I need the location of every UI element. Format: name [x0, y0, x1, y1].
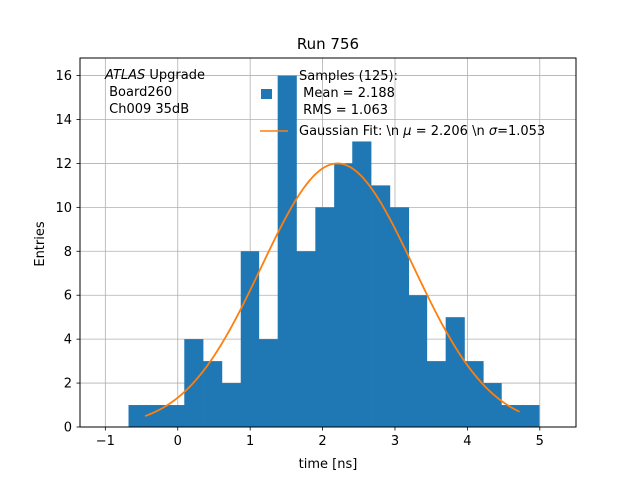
legend-histogram-line-1: Samples (125):: [299, 69, 398, 84]
y-tick-label: 16: [55, 69, 72, 84]
x-tick-label: 1: [246, 434, 254, 449]
annotation-atlas-word: ATLAS: [104, 68, 145, 83]
legend-histogram-swatch: [261, 89, 272, 99]
histogram-bar: [464, 361, 484, 427]
histogram-bar: [408, 295, 428, 427]
histogram-bar: [352, 141, 372, 427]
histogram-bar: [203, 361, 223, 427]
x-tick-label: 5: [536, 434, 544, 449]
histogram-bar: [371, 185, 391, 427]
annotation-line-2: Board260: [105, 85, 172, 100]
y-tick-label: 14: [55, 113, 72, 128]
histogram-bar: [240, 251, 260, 427]
annotation-line-1: ATLAS Upgrade: [104, 68, 205, 83]
y-tick-label: 4: [64, 333, 72, 348]
histogram-bar: [389, 207, 410, 427]
histogram-bar: [221, 383, 242, 427]
y-tick-label: 12: [55, 157, 72, 172]
annotation-line-3: Ch009 35dB: [105, 102, 189, 117]
x-axis-label: time [ns]: [299, 457, 358, 472]
histogram-bar: [445, 317, 465, 427]
histogram-bar: [501, 405, 521, 427]
y-tick-label: 8: [64, 245, 72, 260]
legend-fit-sigma: σ: [489, 124, 498, 139]
x-tick-label: 2: [318, 434, 326, 449]
y-tick-label: 0: [64, 421, 72, 436]
plot-frame: [79, 57, 577, 428]
x-tick-label: 0: [174, 434, 182, 449]
gaussian-fit-layer: [144, 162, 520, 417]
histogram-bar: [520, 405, 540, 427]
legend: Samples (125): Mean = 2.188 RMS = 1.063 …: [260, 69, 545, 139]
legend-fit-prefix: Gaussian Fit: \n: [299, 124, 403, 139]
legend-fit-mu: μ: [402, 124, 411, 139]
legend-fit-suffix: =1.053: [497, 124, 545, 139]
x-tick-label: −1: [96, 434, 115, 449]
histogram-bars: [128, 75, 540, 428]
histogram-bar: [315, 207, 335, 427]
chart-title: Run 756: [297, 35, 359, 53]
y-tick-label: 6: [64, 289, 72, 304]
histogram-bar: [258, 339, 278, 427]
y-tick-label: 10: [55, 201, 72, 216]
histogram-bar: [128, 405, 148, 427]
histogram-bar: [166, 405, 185, 427]
atlas-annotation: ATLAS Upgrade Board260 Ch009 35dB: [104, 68, 205, 117]
histogram-bar: [334, 163, 353, 427]
histogram-bar: [483, 383, 502, 427]
histogram-bar: [147, 405, 167, 427]
legend-fit-label: Gaussian Fit: \n μ = 2.206 \n σ=1.053: [299, 124, 545, 139]
x-tick-label: 3: [391, 434, 399, 449]
legend-histogram-line-3: RMS = 1.063: [299, 103, 388, 118]
histogram-bar: [426, 361, 446, 427]
annotation-upgrade-word: Upgrade: [145, 68, 205, 83]
y-axis-label: Entries: [33, 221, 48, 267]
y-tick-label: 2: [64, 377, 72, 392]
legend-histogram-line-2: Mean = 2.188: [299, 86, 395, 101]
gaussian-fit-line: [144, 162, 520, 417]
histogram-bar: [277, 75, 297, 428]
x-tick-label: 4: [463, 434, 471, 449]
histogram-bar: [296, 251, 316, 427]
legend-fit-mid: = 2.206 \n: [412, 124, 489, 139]
